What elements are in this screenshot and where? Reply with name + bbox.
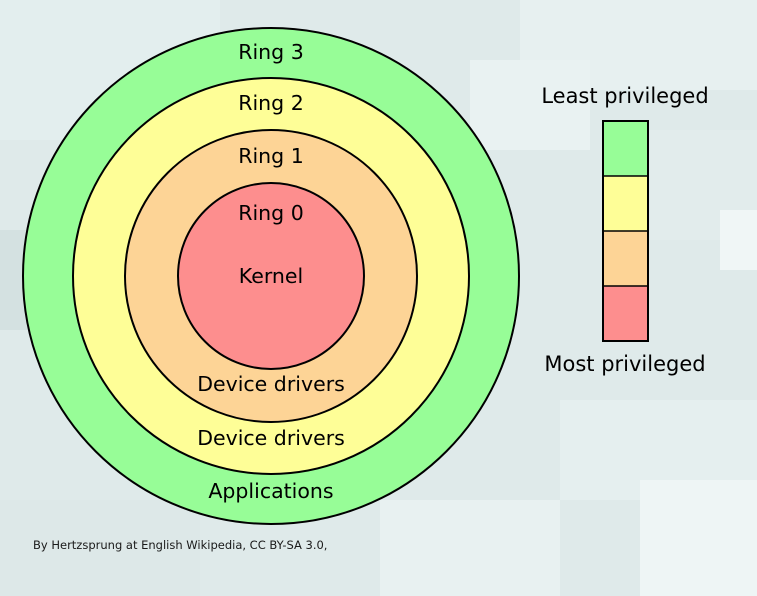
ring-2-name: Ring 2 bbox=[238, 91, 304, 115]
legend-swatch-ring-3 bbox=[603, 121, 648, 176]
legend-bottom-label: Most privileged bbox=[544, 352, 705, 376]
ring-3-name: Ring 3 bbox=[238, 40, 304, 64]
ring-0-circle bbox=[177, 182, 365, 370]
ring-0-content: Kernel bbox=[239, 264, 303, 288]
attribution-caption: By Hertzsprung at English Wikipedia, CC … bbox=[33, 538, 328, 552]
legend-bar-outline bbox=[602, 120, 649, 342]
ring-1-content: Device drivers bbox=[197, 372, 345, 396]
legend-swatch-ring-2 bbox=[603, 176, 648, 231]
legend-swatch-ring-1 bbox=[603, 231, 648, 286]
ring-3-content: Applications bbox=[208, 479, 333, 503]
ring-0-name: Ring 0 bbox=[238, 201, 304, 225]
legend-top-label: Least privileged bbox=[541, 84, 708, 108]
ring-1-name: Ring 1 bbox=[238, 144, 304, 168]
legend-swatch-ring-0 bbox=[603, 286, 648, 341]
privilege-legend-bar bbox=[602, 120, 649, 342]
ring-2-content: Device drivers bbox=[197, 426, 345, 450]
